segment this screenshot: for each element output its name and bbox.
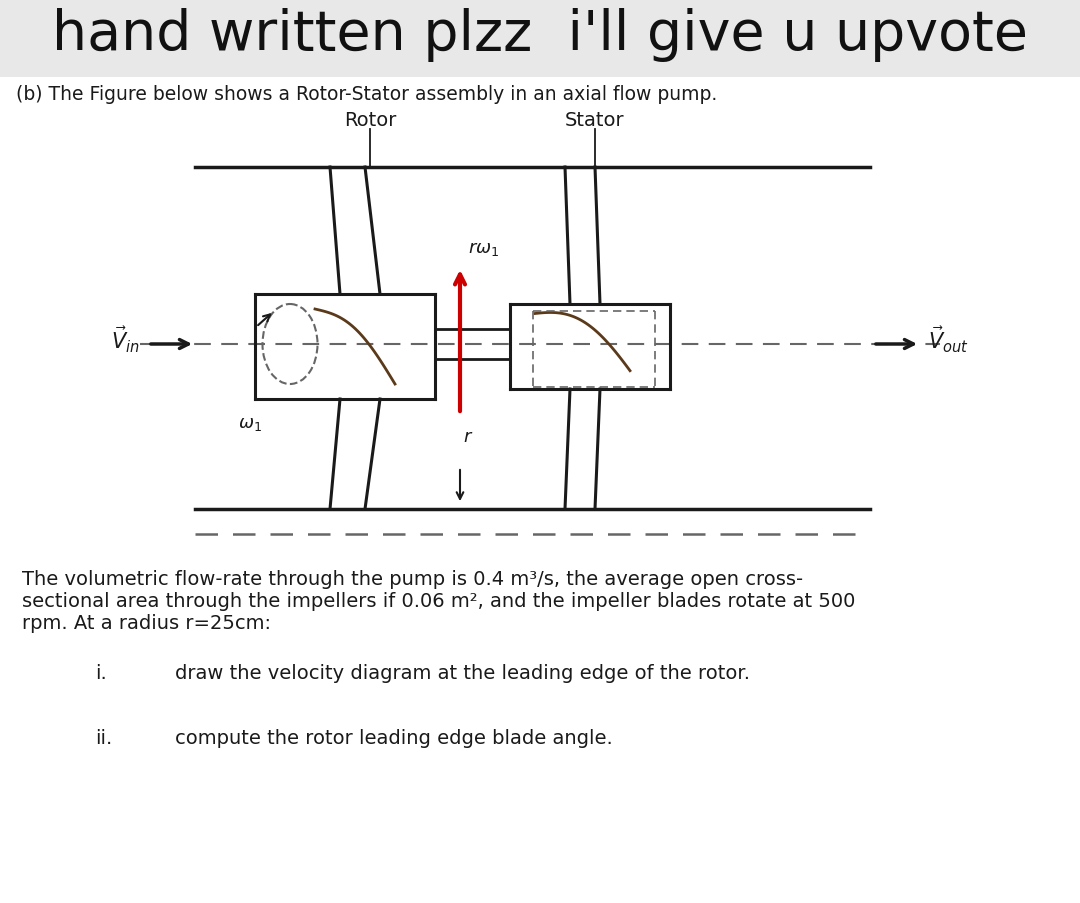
Text: $r\omega_1$: $r\omega_1$ [468, 239, 499, 257]
Text: Stator: Stator [565, 111, 625, 130]
Text: Rotor: Rotor [343, 111, 396, 130]
Text: (b) The Figure below shows a Rotor-Stator assembly in an axial flow pump.: (b) The Figure below shows a Rotor-Stato… [16, 85, 717, 104]
Text: $\vec{V}_{out}$: $\vec{V}_{out}$ [928, 324, 969, 355]
Text: $\omega_1$: $\omega_1$ [238, 414, 262, 433]
Text: $\vec{V}_{in}$: $\vec{V}_{in}$ [111, 324, 140, 355]
Text: rpm. At a radius r=25cm:: rpm. At a radius r=25cm: [22, 613, 271, 632]
Bar [0, 0, 1080, 78]
Text: draw the velocity diagram at the leading edge of the rotor.: draw the velocity diagram at the leading… [175, 664, 750, 683]
Text: The volumetric flow-rate through the pump is 0.4 m³/s, the average open cross-: The volumetric flow-rate through the pum… [22, 570, 804, 589]
Text: $r$: $r$ [463, 427, 473, 445]
Text: hand written plzz  i'll give u upvote: hand written plzz i'll give u upvote [52, 8, 1028, 62]
Text: sectional area through the impellers if 0.06 m², and the impeller blades rotate : sectional area through the impellers if … [22, 591, 855, 610]
Text: ii.: ii. [95, 728, 112, 747]
Text: i.: i. [95, 664, 107, 683]
Text: compute the rotor leading edge blade angle.: compute the rotor leading edge blade ang… [175, 728, 612, 747]
